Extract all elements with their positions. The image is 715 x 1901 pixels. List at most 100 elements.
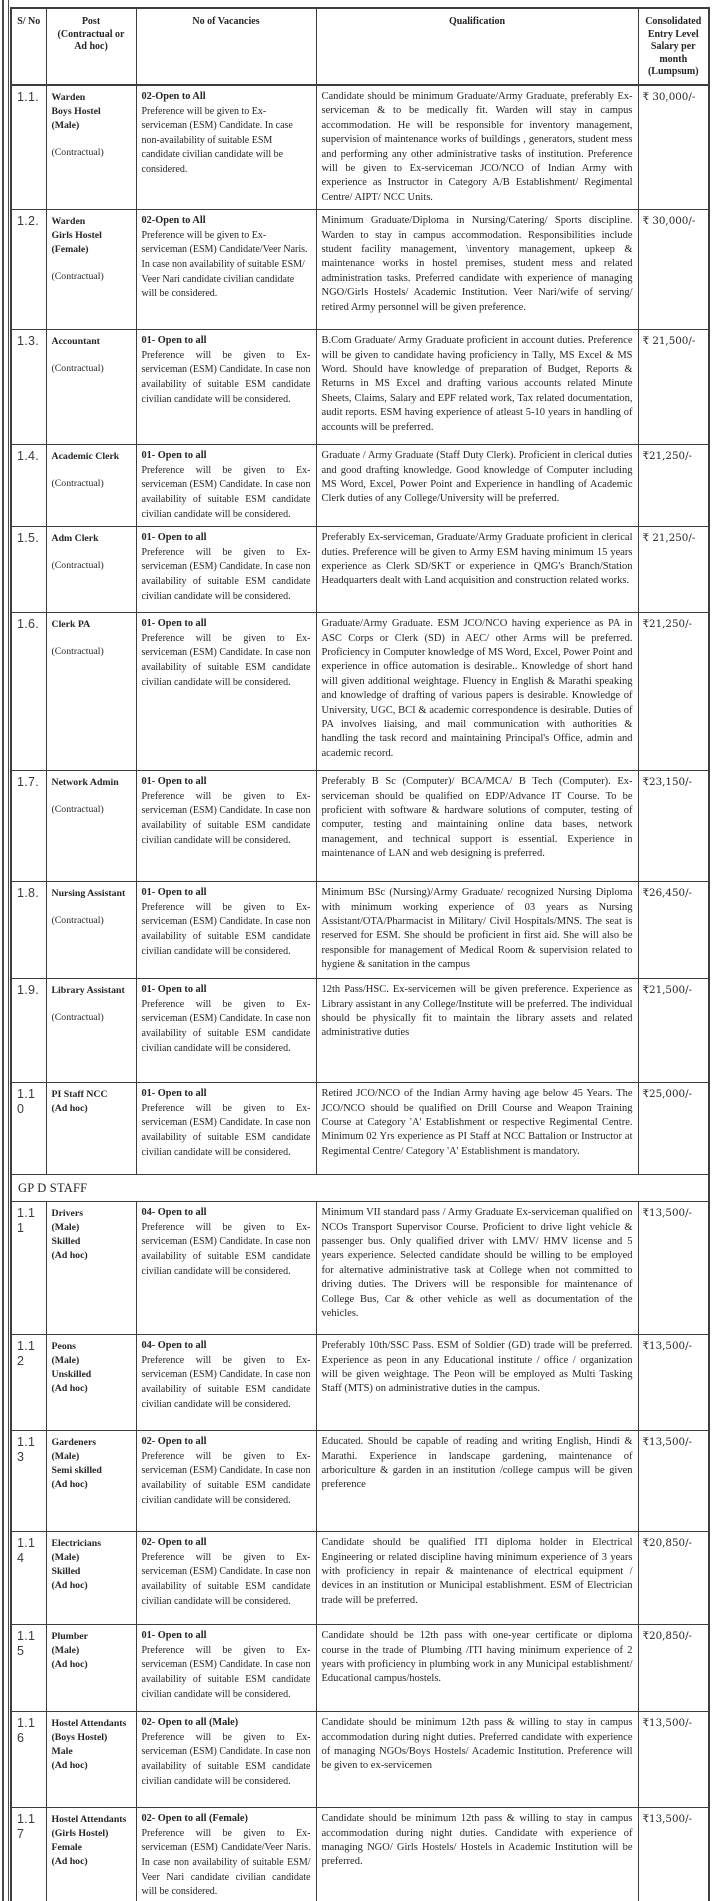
post-title: Hostel Attendants (Boys Hostel) Male (Ad ho… xyxy=(51,1718,127,1772)
section-header-row: GP D STAFF xyxy=(10,1174,710,1203)
qualification-text: Preferably B Sc (Computer)/ BCA/MCA/ B T… xyxy=(315,770,639,883)
vacancies-cell: 01- Open to all Preference will be given… xyxy=(135,612,317,772)
vacancies-cell: 01- Open to all Preference will be given… xyxy=(135,526,317,614)
vacancy-count: 01- Open to all xyxy=(141,887,207,899)
vacancy-preference-text: Preference will be given to Ex-servicema… xyxy=(141,464,311,520)
qualification-text: B.Com Graduate/ Army Graduate proficient… xyxy=(315,329,639,446)
row-serial: 1.11 xyxy=(10,1201,47,1336)
row-serial: 1.5. xyxy=(10,526,47,614)
row-serial: 1.3. xyxy=(10,329,47,446)
vacancies-cell: 01- Open to all Preference will be given… xyxy=(135,1624,317,1713)
vacancy-count: 02-Open to All xyxy=(141,91,206,102)
vacancy-preference-text: Preference will be given to Ex-servicema… xyxy=(141,1221,311,1277)
table-row: 1.17 Hostel Attendants (Girls Hostel) Fema… xyxy=(10,1807,710,1901)
table-row: 1.13 Gardeners (Male) Semi skilled (Ad hoc)… xyxy=(10,1430,710,1533)
salary-value: ₹13,500/- xyxy=(637,1334,710,1432)
table-row: 1.12 Peons (Male) Unskilled (Ad hoc) 04- Op… xyxy=(10,1334,710,1432)
table-row: 1.14 Electricians (Male) Skilled (Ad hoc) 0… xyxy=(10,1531,710,1626)
salary-value: ₹13,500/- xyxy=(637,1201,710,1336)
vacancy-preference-text: Preference will be given to Ex-servicema… xyxy=(141,1731,311,1787)
vacancy-preference-text: Preference will be given to Ex-servicema… xyxy=(141,1354,311,1410)
post-title: Clerk PA xyxy=(51,619,91,631)
header-vacancies: No of Vacancies xyxy=(135,7,317,86)
qualification-text: Preferably Ex-serviceman, Graduate/Army … xyxy=(315,526,639,614)
row-serial: 1.7. xyxy=(10,770,47,883)
vacancies-cell: 02- Open to all Preference will be given… xyxy=(135,1430,317,1533)
vacancy-table: S/ No Post (Contractual or Ad hoc) No of… xyxy=(10,7,710,1901)
vacancy-preference-text: Preference will be given to Ex-servicema… xyxy=(141,998,311,1054)
qualification-text: Educated. Should be capable of reading a… xyxy=(315,1430,639,1533)
table-row: 1.9. Library Assistant (Contractual) 01-… xyxy=(10,978,710,1084)
table-row: 1.2. Warden Girls Hostel (Female) (Contrac… xyxy=(10,209,710,331)
qualification-text: Candidate should be minimum 12th pass & … xyxy=(315,1807,639,1901)
qualification-text: Retired JCO/NCO of the Indian Army havin… xyxy=(315,1082,639,1176)
vacancy-count: 02- Open to all (Male) xyxy=(141,1717,239,1729)
salary-value: ₹25,000/- xyxy=(637,1082,710,1176)
qualification-text: Candidate should be minimum 12th pass & … xyxy=(315,1711,639,1809)
vacancy-preference-text: Preference will be given to Ex-servicema… xyxy=(141,1551,311,1607)
vacancies-cell: 01- Open to all Preference will be given… xyxy=(135,770,317,883)
vacancy-count: 01- Open to all xyxy=(141,532,207,544)
header-salary: Consolidated Entry Level Salary per mont… xyxy=(637,7,710,86)
post-note: (Contractual) xyxy=(51,147,104,158)
salary-value: ₹ 30,000/- xyxy=(637,84,710,211)
vacancies-cell: 04- Open to all Preference will be given… xyxy=(135,1334,317,1432)
qualification-text: Graduate / Army Graduate (Staff Duty Cle… xyxy=(315,444,639,528)
table-row: 1.15 Plumber (Male) (Ad hoc) 01- Open to a… xyxy=(10,1624,710,1713)
page-border xyxy=(2,0,9,1901)
table-row: 1.4. Academic Clerk (Contractual) 01- Op… xyxy=(10,444,710,528)
row-serial: 1.17 xyxy=(10,1807,47,1901)
row-serial: 1.10 xyxy=(10,1082,47,1176)
post-cell: Gardeners (Male) Semi skilled (Ad hoc) xyxy=(45,1430,137,1533)
row-serial: 1.12 xyxy=(10,1334,47,1432)
post-note: (Contractual) xyxy=(51,915,104,927)
table-header-row: S/ No Post (Contractual or Ad hoc) No of… xyxy=(10,7,710,86)
vacancy-count: 01- Open to all xyxy=(141,450,207,462)
vacancies-cell: 02- Open to all (Male) Preference will b… xyxy=(135,1711,317,1809)
salary-value: ₹ 21,250/- xyxy=(637,526,710,614)
salary-value: ₹26,450/- xyxy=(637,881,710,980)
vacancy-preference-text: Preference will be given to Ex-servicema… xyxy=(141,790,311,846)
qualification-text: Candidate should be qualified ITI diplom… xyxy=(315,1531,639,1626)
salary-value: ₹13,500/- xyxy=(637,1807,710,1901)
post-cell: Electricians (Male) Skilled (Ad hoc) xyxy=(45,1531,137,1626)
qualification-text: 12th Pass/HSC. Ex-servicemen will be giv… xyxy=(315,978,639,1084)
post-title: Adm Clerk xyxy=(51,533,99,545)
salary-value: ₹21,250/- xyxy=(637,444,710,528)
row-serial: 1.2. xyxy=(10,209,47,331)
vacancy-count: 01- Open to all xyxy=(141,1630,207,1642)
table-row: 1.7. Network Admin (Contractual) 01- Ope… xyxy=(10,770,710,883)
post-note: (Contractual) xyxy=(51,804,104,816)
post-cell: Plumber (Male) (Ad hoc) xyxy=(45,1624,137,1713)
post-title: Gardeners (Male) Semi skilled (Ad hoc) xyxy=(51,1437,102,1491)
qualification-text: Minimum VII standard pass / Army Graduat… xyxy=(315,1201,639,1336)
vacancy-count: 01- Open to all xyxy=(141,1088,207,1100)
vacancy-preference-text: Preference will be given to Ex-servicema… xyxy=(141,105,293,175)
header-sno: S/ No xyxy=(10,7,47,86)
vacancy-count: 02- Open to all xyxy=(141,1537,207,1549)
qualification-text: Graduate/Army Graduate. ESM JCO/NCO havi… xyxy=(315,612,639,772)
post-cell: Warden Boys Hostel (Male) (Contractual) xyxy=(45,84,137,211)
table-row: 1.11 Drivers (Male) Skilled (Ad hoc) 04- Op… xyxy=(10,1201,710,1336)
post-note: (Contractual) xyxy=(51,271,104,283)
vacancy-preference-text: Preference will be given to Ex-servicema… xyxy=(141,1102,311,1158)
vacancies-cell: 01- Open to all Preference will be given… xyxy=(135,881,317,980)
post-note: (Contractual) xyxy=(51,1012,104,1024)
vacancy-count: 01- Open to all xyxy=(141,776,207,788)
vacancies-cell: 02-Open to All Preference will be given … xyxy=(135,84,317,211)
salary-value: ₹13,500/- xyxy=(637,1430,710,1533)
vacancy-count: 01- Open to all xyxy=(141,618,207,630)
vacancy-count: 02- Open to all xyxy=(141,1436,207,1448)
salary-value: ₹13,500/- xyxy=(637,1711,710,1809)
vacancies-cell: 01- Open to all Preference will be given… xyxy=(135,329,317,446)
row-serial: 1.15 xyxy=(10,1624,47,1713)
vacancy-count: 01- Open to all xyxy=(141,984,207,996)
row-serial: 1.14 xyxy=(10,1531,47,1626)
vacancies-cell: 02- Open to all (Female) Preference will… xyxy=(135,1807,317,1901)
post-title: Peons (Male) Unskilled (Ad hoc) xyxy=(51,1341,92,1395)
qualification-text: Preferably 10th/SSC Pass. ESM of Soldier… xyxy=(315,1334,639,1432)
vacancy-preference-text: Preference will be given to Ex-servicema… xyxy=(141,349,311,405)
post-title: Network Admin xyxy=(51,777,119,789)
table-row: 1.3. Accountant (Contractual) 01- Open t… xyxy=(10,329,710,446)
post-title: Electricians (Male) Skilled (Ad hoc) xyxy=(51,1538,102,1592)
